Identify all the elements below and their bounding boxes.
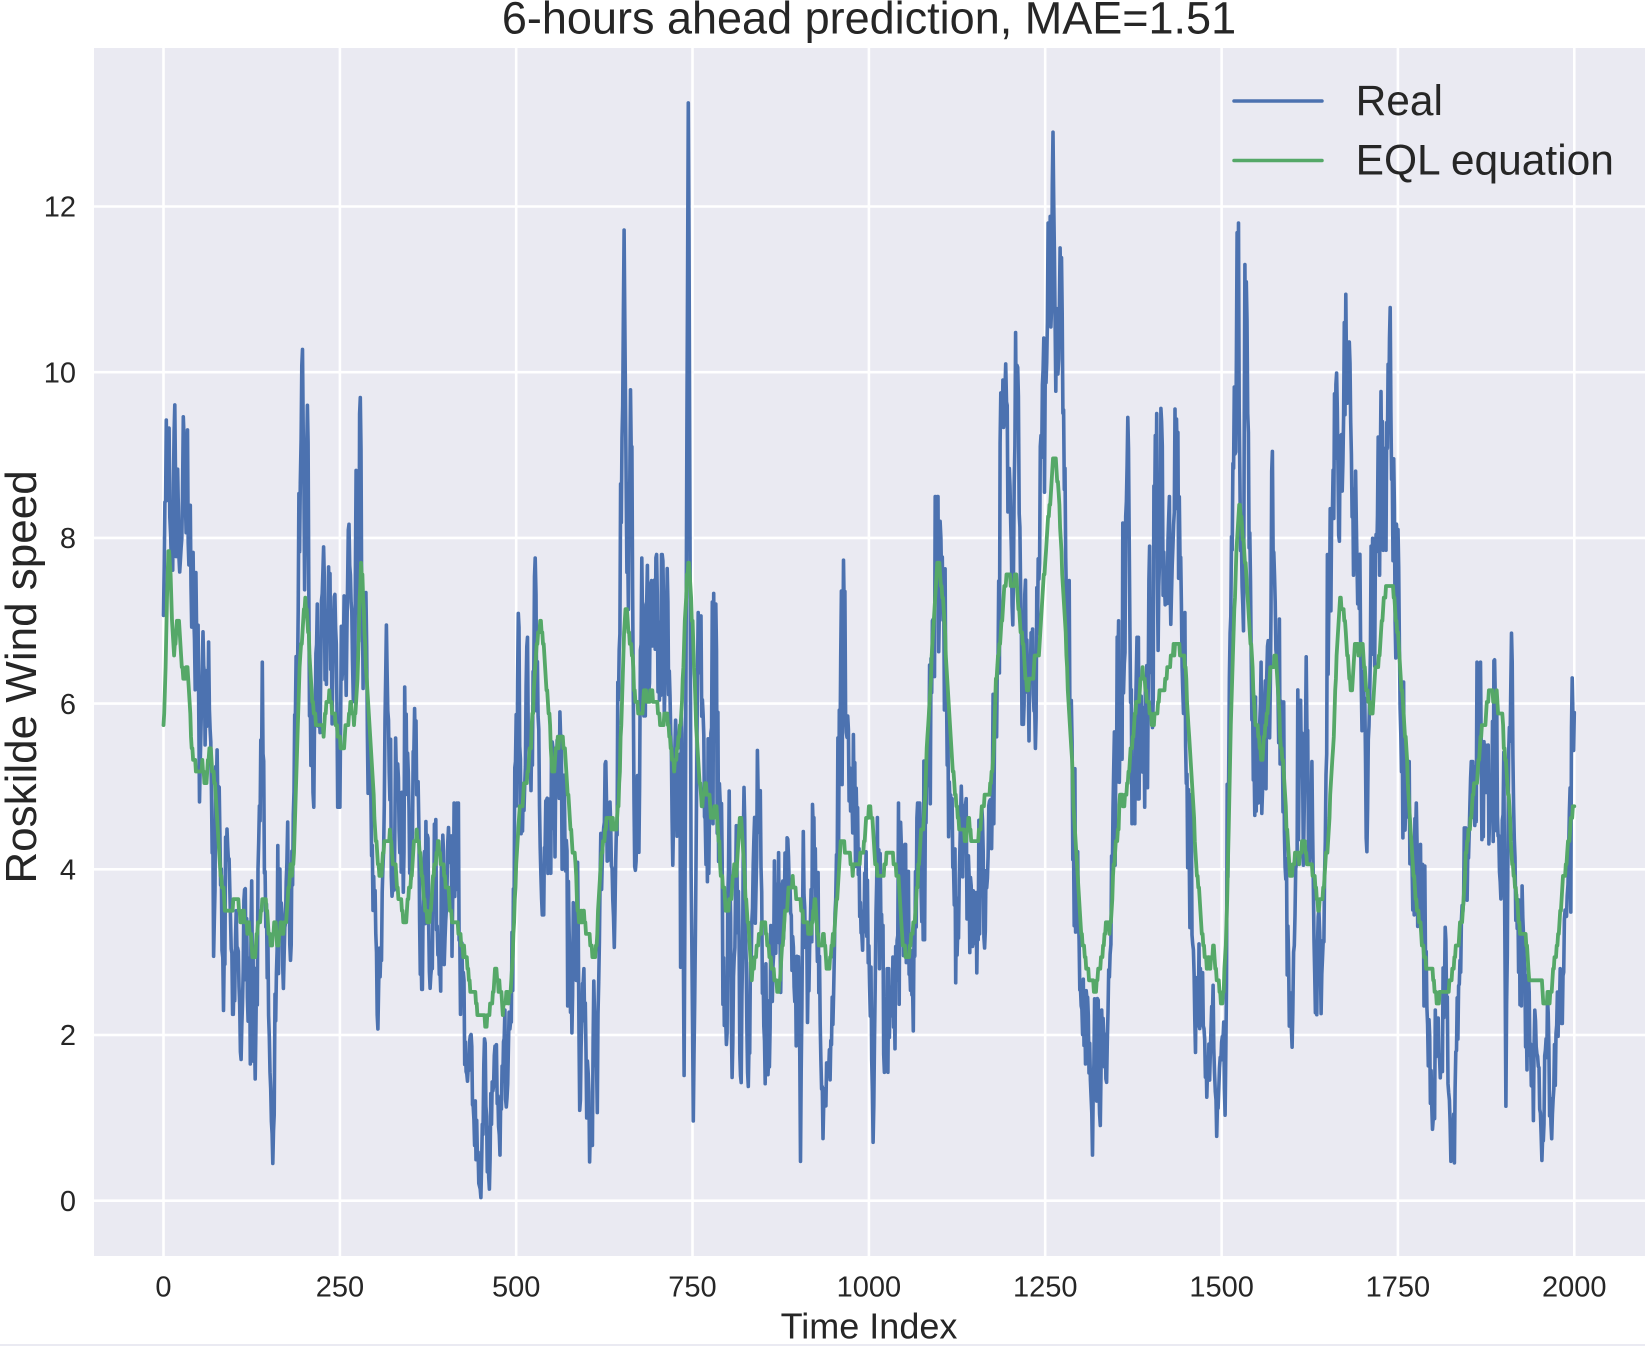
svg-text:6-hours ahead prediction, MAE=: 6-hours ahead prediction, MAE=1.51	[502, 0, 1236, 44]
svg-text:8: 8	[60, 523, 76, 555]
svg-text:4: 4	[60, 855, 76, 887]
svg-text:1000: 1000	[837, 1272, 902, 1304]
svg-text:500: 500	[492, 1272, 540, 1304]
svg-text:1500: 1500	[1189, 1272, 1254, 1304]
svg-text:6: 6	[60, 689, 76, 721]
svg-text:1750: 1750	[1366, 1272, 1431, 1304]
svg-text:0: 0	[155, 1272, 171, 1304]
svg-text:750: 750	[668, 1272, 716, 1304]
svg-text:0: 0	[60, 1186, 76, 1218]
svg-text:250: 250	[316, 1272, 364, 1304]
svg-text:Roskilde Wind speed: Roskilde Wind speed	[0, 470, 46, 883]
svg-text:EQL equation: EQL equation	[1356, 138, 1614, 185]
svg-text:1250: 1250	[1013, 1272, 1078, 1304]
svg-text:2: 2	[60, 1020, 76, 1052]
svg-text:Time Index: Time Index	[781, 1305, 958, 1346]
svg-text:10: 10	[44, 357, 76, 389]
svg-text:12: 12	[44, 192, 76, 224]
svg-text:2000: 2000	[1542, 1272, 1607, 1304]
svg-text:Real: Real	[1356, 78, 1443, 125]
